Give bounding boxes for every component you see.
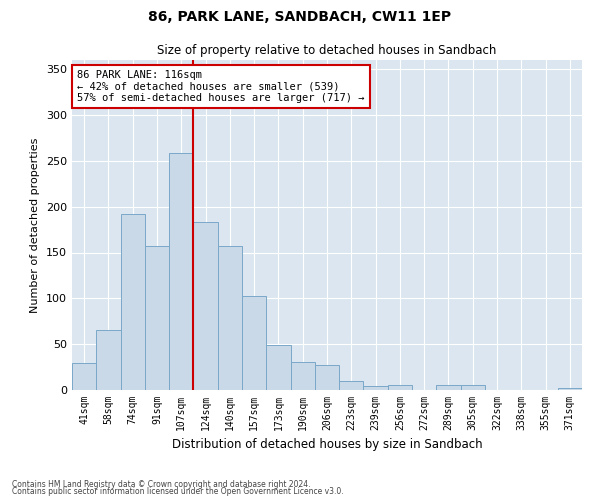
Bar xyxy=(121,214,145,390)
Text: Contains HM Land Registry data © Crown copyright and database right 2024.: Contains HM Land Registry data © Crown c… xyxy=(12,480,311,489)
Bar xyxy=(436,386,461,390)
Bar xyxy=(364,386,388,390)
Bar xyxy=(193,222,218,390)
Bar xyxy=(388,386,412,390)
Bar xyxy=(169,154,193,390)
Text: Contains public sector information licensed under the Open Government Licence v3: Contains public sector information licen… xyxy=(12,487,344,496)
Bar xyxy=(72,364,96,390)
Y-axis label: Number of detached properties: Number of detached properties xyxy=(31,138,40,312)
Bar xyxy=(242,296,266,390)
Bar xyxy=(558,388,582,390)
Title: Size of property relative to detached houses in Sandbach: Size of property relative to detached ho… xyxy=(157,44,497,58)
X-axis label: Distribution of detached houses by size in Sandbach: Distribution of detached houses by size … xyxy=(172,438,482,452)
Bar xyxy=(461,384,485,390)
Bar xyxy=(218,246,242,390)
Bar xyxy=(290,362,315,390)
Bar xyxy=(96,330,121,390)
Text: 86, PARK LANE, SANDBACH, CW11 1EP: 86, PARK LANE, SANDBACH, CW11 1EP xyxy=(148,10,452,24)
Bar xyxy=(266,345,290,390)
Bar xyxy=(315,365,339,390)
Bar xyxy=(339,381,364,390)
Bar xyxy=(145,246,169,390)
Text: 86 PARK LANE: 116sqm
← 42% of detached houses are smaller (539)
57% of semi-deta: 86 PARK LANE: 116sqm ← 42% of detached h… xyxy=(77,70,365,103)
